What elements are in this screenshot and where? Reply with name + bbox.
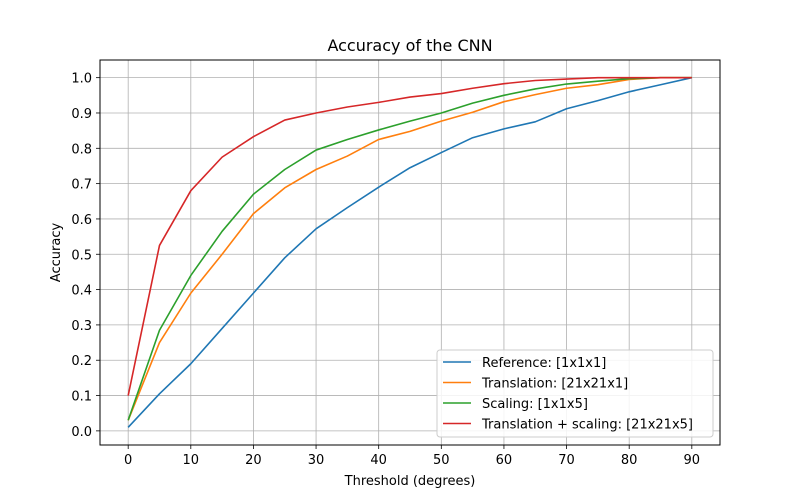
y-tick-label: 0.7 <box>71 178 92 193</box>
x-tick-label: 20 <box>245 453 262 468</box>
y-tick-label: 0.9 <box>71 107 92 122</box>
y-tick-label: 0.5 <box>71 248 92 263</box>
plot-frame <box>99 59 721 446</box>
y-tick-label: 0.3 <box>71 319 92 334</box>
series-line-4 <box>127 76 692 396</box>
series-layer <box>127 76 692 428</box>
y-tick-label: 0.8 <box>71 142 92 157</box>
legend-box <box>436 349 714 438</box>
x-tick-label: 40 <box>370 453 387 468</box>
x-tick-label: 90 <box>684 453 701 468</box>
y-tick-label: 0.2 <box>71 354 92 369</box>
series-line-1 <box>127 76 692 428</box>
x-tick-label: 0 <box>124 453 132 468</box>
x-tick-label: 10 <box>183 453 200 468</box>
x-tick-label: 70 <box>558 453 575 468</box>
y-tick-label: 0.0 <box>71 425 92 440</box>
x-tick-label: 60 <box>496 453 513 468</box>
y-tick-label: 0.1 <box>71 390 92 405</box>
legend-label: Translation: [21x21x1] <box>481 377 628 392</box>
chart-title: Accuracy of the CNN <box>327 36 492 55</box>
x-axis-label: Threshold (degrees) <box>344 474 476 489</box>
y-tick-label: 1.0 <box>71 72 92 87</box>
legend-label: Translation + scaling: [21x21x5] <box>481 418 693 433</box>
x-tick-label: 30 <box>308 453 325 468</box>
series-line-2 <box>127 76 692 421</box>
legend-label: Scaling: [1x1x5] <box>482 397 588 412</box>
series-line-3 <box>127 76 692 421</box>
y-tick-label: 0.4 <box>71 284 92 299</box>
y-tick-label: 0.6 <box>71 213 92 228</box>
x-tick-label: 80 <box>621 453 638 468</box>
axis-ticks: 0 10 20 30 40 50 60 70 80 90 0.0 0.1 0.2 0.3 0.4 0.5 0.6… <box>71 72 700 468</box>
y-axis-label: Accuracy <box>49 223 64 283</box>
legend: Reference: [1x1x1] Translation: [21x21x1]… <box>436 349 714 438</box>
x-tick-label: 50 <box>433 453 450 468</box>
legend-label: Reference: [1x1x1] <box>482 356 606 371</box>
